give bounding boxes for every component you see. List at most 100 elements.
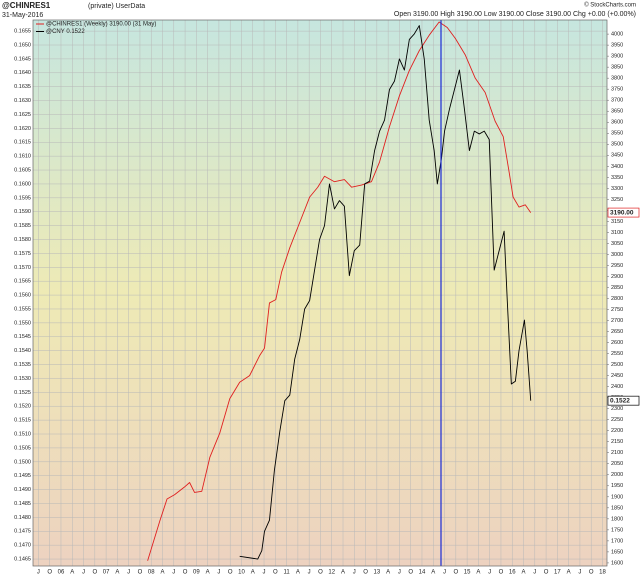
x-tick-label: J <box>353 570 356 576</box>
x-tick-label: J <box>398 570 401 576</box>
y-tick-label: 0.1530 <box>14 376 31 382</box>
y2-tick-label: 2200 <box>611 428 623 434</box>
legend-label: @CHINRES1 (Weekly) 3190.00 (31 May) <box>46 22 156 28</box>
y-tick-label: 0.1655 <box>14 29 31 35</box>
y-tick-label: 0.1485 <box>14 501 31 507</box>
y2-tick-label: 2150 <box>611 439 623 445</box>
y2-tick-label: 3700 <box>611 98 623 104</box>
y-tick-label: 0.1575 <box>14 251 31 257</box>
y2-tick-label: 3150 <box>611 219 623 225</box>
x-tick-label: O <box>47 570 52 576</box>
x-tick-label: O <box>318 570 323 576</box>
x-tick-label: A <box>341 570 345 576</box>
x-tick-label: A <box>567 570 571 576</box>
x-tick-label: A <box>251 570 255 576</box>
y-tick-label: 0.1650 <box>14 42 31 48</box>
y2-tick-label: 3900 <box>611 54 623 60</box>
x-tick-label: O <box>589 570 594 576</box>
y-tick-label: 0.1480 <box>14 515 31 521</box>
y2-tick-label: 3100 <box>611 230 623 236</box>
x-tick-label: O <box>183 570 188 576</box>
x-tick-label: J <box>127 570 130 576</box>
y-tick-label: 0.1640 <box>14 70 31 76</box>
y-tick-label: 0.1545 <box>14 334 31 340</box>
y-tick-label: 0.1595 <box>14 195 31 201</box>
y-tick-label: 0.1465 <box>14 557 31 563</box>
x-tick-label: A <box>386 570 390 576</box>
marks <box>147 21 532 561</box>
y-tick-label: 0.1500 <box>14 459 31 465</box>
y-tick-label: 0.1490 <box>14 487 31 493</box>
y-tick-label: 0.1630 <box>14 98 31 104</box>
y2-tick-label: 2800 <box>611 296 623 302</box>
y2-tick-label: 2900 <box>611 274 623 280</box>
x-tick-label: J <box>172 570 175 576</box>
x-tick-label: 13 <box>374 570 381 576</box>
y-tick-label: 0.1520 <box>14 404 31 410</box>
legend-label: @CNY 0.1522 <box>46 29 85 35</box>
y2-tick-label: 2250 <box>611 417 623 423</box>
y-tick-label: 0.1610 <box>14 154 31 160</box>
y-tick-label: 0.1555 <box>14 306 31 312</box>
y2-tick-label: 2550 <box>611 351 623 357</box>
x-tick-label: A <box>161 570 165 576</box>
copyright: © StockCharts.com <box>584 2 636 9</box>
x-tick-label: 09 <box>193 570 200 576</box>
last-value-label: 0.1522 <box>610 397 630 404</box>
x-tick-label: 15 <box>464 570 471 576</box>
y-tick-label: 0.1565 <box>14 279 31 285</box>
x-tick-label: 16 <box>509 570 516 576</box>
y2-tick-label: 2600 <box>611 340 623 346</box>
x-tick-label: 14 <box>419 570 426 576</box>
y-tick-label: 0.1525 <box>14 390 31 396</box>
x-tick-label: O <box>273 570 278 576</box>
last-value-box <box>607 395 640 406</box>
y2-tick-label: 3800 <box>611 76 623 82</box>
x-tick-label: O <box>228 570 233 576</box>
y-tick-label: 0.1625 <box>14 112 31 118</box>
y2-tick-label: 4000 <box>611 32 623 38</box>
y2-tick-label: 3400 <box>611 164 623 170</box>
y-tick-label: 0.1585 <box>14 223 31 229</box>
y-tick-label: 0.1615 <box>14 140 31 146</box>
x-tick-label: 07 <box>103 570 110 576</box>
x-tick-label: 12 <box>328 570 335 576</box>
y2-tick-label: 3650 <box>611 109 623 115</box>
x-tick-label: 17 <box>554 570 561 576</box>
y2-tick-label: 2050 <box>611 461 623 467</box>
x-tick-label: A <box>206 570 210 576</box>
y2-tick-label: 3350 <box>611 175 623 181</box>
y-tick-label: 0.1550 <box>14 320 31 326</box>
x-tick-label: 06 <box>58 570 65 576</box>
x-tick-label: A <box>296 570 300 576</box>
y2-tick-label: 2650 <box>611 329 623 335</box>
y2-tick-label: 3300 <box>611 186 623 192</box>
x-tick-label: O <box>499 570 504 576</box>
x-tick-label: O <box>408 570 413 576</box>
chart-title: @CHINRES1 <box>2 1 51 10</box>
x-tick-label: O <box>453 570 458 576</box>
plot-background <box>33 20 607 566</box>
y2-tick-label: 3050 <box>611 241 623 247</box>
x-tick-label: 11 <box>283 570 290 576</box>
x-tick-label: J <box>533 570 536 576</box>
y-tick-label: 0.1580 <box>14 237 31 243</box>
last-value-box <box>607 207 640 218</box>
y-tick-label: 0.1535 <box>14 362 31 368</box>
y2-tick-label: 2400 <box>611 384 623 390</box>
y-tick-label: 0.1505 <box>14 445 31 451</box>
y2-tick-label: 3950 <box>611 43 623 49</box>
series-line <box>239 25 532 560</box>
y2-tick-label: 2100 <box>611 450 623 456</box>
y2-tick-label: 2950 <box>611 263 623 269</box>
y2-tick-label: 2450 <box>611 373 623 379</box>
y2-tick-label: 2750 <box>611 307 623 313</box>
y2-tick-label: 3000 <box>611 252 623 258</box>
x-tick-label: J <box>82 570 85 576</box>
y2-tick-label: 3500 <box>611 142 623 148</box>
chart-subtitle: 31-May-2016 <box>2 12 43 19</box>
x-tick-label: A <box>115 570 119 576</box>
y-tick-label: 0.1620 <box>14 126 31 132</box>
x-tick-label: J <box>37 570 40 576</box>
